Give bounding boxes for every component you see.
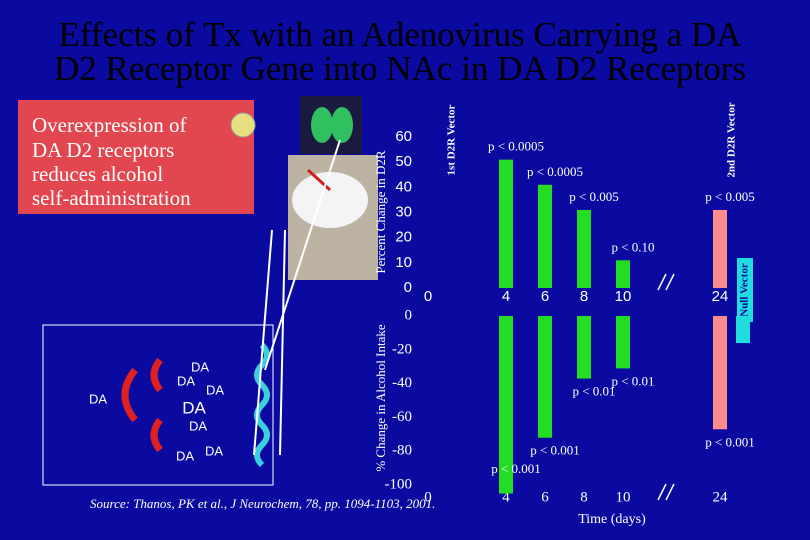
- x-axis-label: Time (days): [578, 512, 646, 527]
- x-tick-label: 4: [502, 489, 510, 505]
- p-value: p < 0.001: [705, 434, 755, 449]
- synapse-box: [42, 324, 274, 486]
- receptor: [121, 367, 138, 423]
- da-label: DA: [205, 443, 223, 458]
- callout-line: reduces alcohol: [32, 162, 163, 186]
- y-tick-label: 20: [395, 229, 412, 246]
- y-axis-label: % Change in Alcohol Intake: [373, 324, 388, 472]
- callout-line: DA D2 receptors: [32, 138, 174, 162]
- rat: [292, 172, 368, 228]
- bar: [713, 209, 727, 288]
- bar: [538, 184, 552, 288]
- title-line: Effects of Tx with an Adenovirus Carryin…: [58, 15, 742, 54]
- x-tick-label: 0: [424, 489, 432, 505]
- arrow: [279, 229, 286, 456]
- arrow: [264, 139, 341, 371]
- p-value: p < 0.005: [569, 189, 619, 204]
- brain-scan-spot: [331, 107, 353, 143]
- y-tick-label: -20: [392, 341, 412, 357]
- y-tick-label: 60: [395, 128, 412, 145]
- x-tick-label: 6: [541, 288, 549, 305]
- axis-break: [657, 483, 675, 501]
- arrow: [306, 168, 332, 192]
- y-tick-label: -100: [385, 477, 413, 493]
- source: Source: Thanos, PK et al., J Neurochem, …: [90, 496, 435, 511]
- da-label: DA: [189, 418, 207, 433]
- x-tick-label: 24: [713, 489, 729, 505]
- virus-icon: [230, 112, 256, 138]
- callout-line: self-administration: [32, 186, 191, 210]
- p-value: p < 0.001: [491, 461, 541, 476]
- y-tick-label: 10: [395, 254, 412, 271]
- bar: [577, 316, 591, 379]
- x-tick-label: 8: [580, 489, 588, 505]
- y-axis-label: Percent Change in D2R: [373, 150, 388, 273]
- y-tick-label: 30: [395, 203, 412, 220]
- callout-line: Overexpression of: [32, 113, 187, 137]
- x-tick-label: 10: [615, 288, 632, 305]
- y-tick-label: -60: [392, 409, 412, 425]
- p-value: p < 0.01: [572, 384, 615, 399]
- y-tick-label: 0: [404, 279, 412, 296]
- da-label: DA: [191, 359, 209, 374]
- y-tick-label: 50: [395, 153, 412, 170]
- legend-label: 1st D2R Vector: [446, 104, 458, 175]
- p-value: p < 0.10: [611, 239, 654, 254]
- da-label: DA: [89, 391, 107, 406]
- x-tick-label: 0: [424, 288, 432, 305]
- legend-swatch: [737, 258, 753, 322]
- da-label: DA: [177, 373, 195, 388]
- x-tick-label: 10: [616, 489, 631, 505]
- p-value: p < 0.0005: [527, 164, 583, 179]
- x-tick-label: 24: [712, 288, 729, 305]
- y-tick-label: 0: [405, 307, 413, 323]
- legend-label: Null Vector: [739, 263, 751, 317]
- da-label: DA: [206, 382, 224, 397]
- y-tick-label: -40: [392, 375, 412, 391]
- y-tick-label: -80: [392, 443, 412, 459]
- axis-break: [657, 273, 675, 291]
- x-tick-label: 4: [502, 288, 510, 305]
- arrow: [253, 229, 273, 456]
- bar: [499, 316, 513, 494]
- bar: [713, 316, 727, 430]
- p-value: p < 0.001: [530, 443, 580, 458]
- receptor: [150, 357, 163, 453]
- p-value: p < 0.005: [705, 189, 755, 204]
- legend-label: 2nd D2R Vector: [726, 102, 738, 177]
- p-value: p < 0.0005: [488, 139, 544, 154]
- y-tick-label: 40: [395, 178, 412, 195]
- title-line: D2 Receptor Gene into NAc in DA D2 Recep…: [54, 49, 746, 88]
- bar: [577, 209, 591, 288]
- bar: [616, 316, 630, 369]
- x-tick-label: 6: [541, 489, 549, 505]
- callout-box: [18, 100, 254, 214]
- bar: [736, 316, 750, 344]
- da-label: DA: [176, 448, 194, 463]
- bar: [499, 159, 513, 288]
- brain-scan-spot: [311, 107, 333, 143]
- x-tick-label: 8: [580, 288, 588, 305]
- bar: [616, 260, 630, 288]
- p-value: p < 0.01: [611, 373, 654, 388]
- bar: [538, 316, 552, 438]
- da-label: DA: [182, 398, 206, 417]
